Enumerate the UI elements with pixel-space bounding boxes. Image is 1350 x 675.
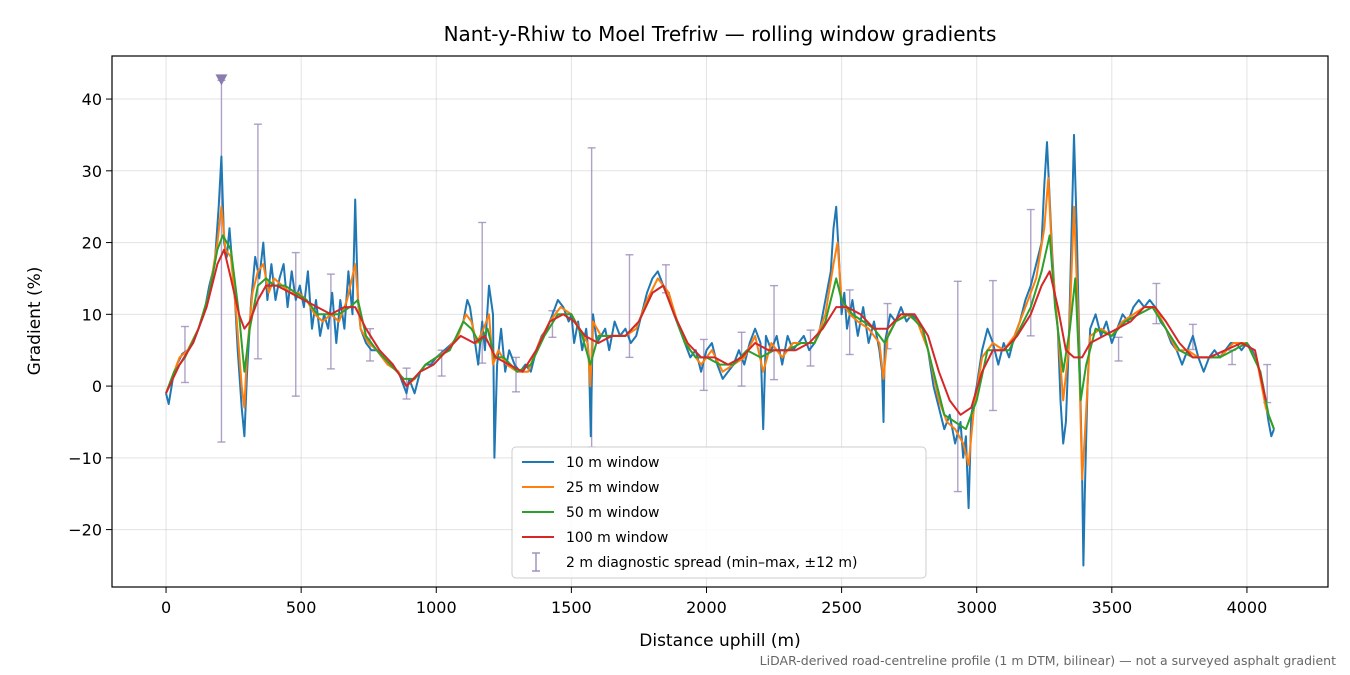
footnote: LiDAR-derived road-centreline profile (1…: [760, 653, 1336, 668]
chart-title: Nant-y-Rhiw to Moel Trefriw — rolling wi…: [444, 22, 997, 46]
legend-entry: 10 m window: [522, 455, 659, 471]
y-tick-label: 30: [82, 162, 102, 181]
x-tick-label: 500: [286, 598, 317, 617]
legend-entry-spread: 2 m diagnostic spread (min–max, ±12 m): [532, 552, 857, 572]
spread-errorbar: [253, 123, 262, 360]
spread-errorbar: [770, 284, 779, 381]
legend-entry: 100 m window: [522, 530, 668, 546]
x-tick-label: 2000: [686, 598, 727, 617]
y-tick-label: 10: [82, 305, 102, 324]
legend-label: 100 m window: [566, 530, 668, 546]
series-lines: [165, 133, 1275, 567]
spread-errorbar: [511, 356, 520, 393]
spread-errorbar: [1152, 282, 1161, 325]
plot-frame: [111, 55, 1329, 588]
y-tick-label: −20: [68, 521, 102, 540]
legend-label: 25 m window: [566, 480, 659, 496]
series-100m-window: [165, 248, 1267, 416]
legend-box: [511, 446, 927, 579]
spread-errorbar: [291, 251, 300, 397]
legend-label: 10 m window: [566, 455, 659, 471]
y-tick-label: 0: [92, 377, 102, 396]
y-axis-ticks: −20 −10 0 10 20 30 40: [68, 90, 112, 540]
x-axis-title: Distance uphill (m): [639, 631, 800, 651]
x-tick-label: 2500: [821, 598, 862, 617]
x-tick-label: 1000: [416, 598, 457, 617]
legend-label: 2 m diagnostic spread (min–max, ±12 m): [566, 555, 857, 571]
x-tick-label: 3000: [956, 598, 997, 617]
y-axis-title: Gradient (%): [25, 267, 45, 376]
legend-entry: 50 m window: [522, 505, 659, 521]
x-tick-label: 0: [161, 598, 171, 617]
legend-label: 50 m window: [566, 505, 659, 521]
spread-errorbar: [845, 289, 854, 356]
x-tick-label: 1500: [551, 598, 592, 617]
spread-errorbar: [953, 280, 962, 493]
max-spread-marker: [215, 74, 228, 86]
y-tick-label: −10: [68, 449, 102, 468]
spread-errorbar: [326, 273, 335, 370]
series-10m-window: [165, 133, 1275, 567]
y-tick-label: 40: [82, 90, 102, 109]
x-tick-label: 3500: [1091, 598, 1132, 617]
spread-errorbar: [1114, 336, 1123, 362]
legend: 10 m window 25 m window 50 m window 100 m w…: [511, 446, 927, 579]
legend-entry: 25 m window: [522, 480, 659, 496]
x-tick-label: 4000: [1227, 598, 1268, 617]
x-axis-ticks: 0 500 1000 1500 2000 2500 3000 3500 4000: [161, 587, 1267, 617]
marker-layer: [215, 74, 228, 86]
y-tick-label: 20: [82, 234, 102, 253]
